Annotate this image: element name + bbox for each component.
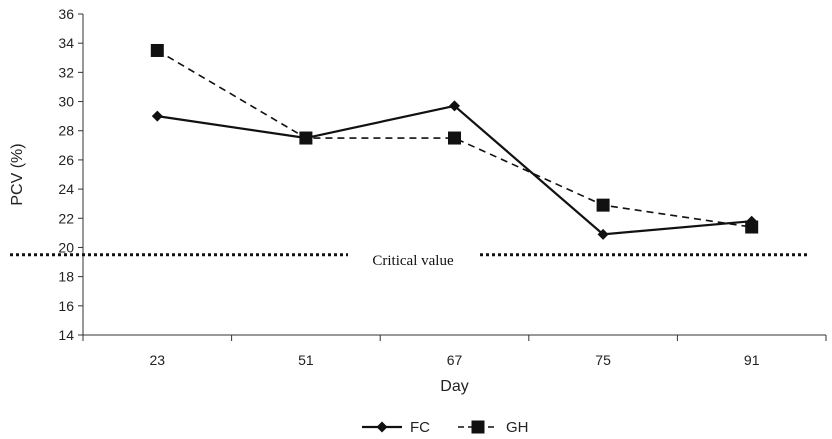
x-tick-label: 23	[150, 352, 166, 368]
x-axis-ticks: 23 51 67 75 91	[82, 335, 827, 368]
data-point-gh	[745, 220, 759, 234]
data-point-gh	[448, 131, 461, 145]
y-tick-label: 30	[58, 94, 74, 110]
legend-label-gh: GH	[506, 419, 529, 436]
series-fc	[151, 100, 758, 240]
y-tick-label: 16	[58, 298, 74, 314]
legend-marker-fc	[376, 421, 388, 433]
y-tick-label: 14	[58, 327, 74, 343]
y-tick-label: 20	[58, 239, 74, 255]
series-gh	[150, 43, 759, 234]
data-point-fc	[597, 228, 609, 240]
axes	[82, 14, 826, 336]
series-line-fc	[157, 104, 752, 236]
legend-marker-gh	[471, 420, 485, 434]
y-axis-ticks: 14 16 18 20 22 24 26 28 30 32 34 36	[58, 6, 83, 343]
y-tick-label: 18	[58, 269, 74, 285]
x-tick-label: 51	[298, 352, 314, 368]
series-layer	[150, 43, 759, 240]
y-tick-label: 32	[58, 64, 74, 80]
legend-label-fc: FC	[410, 419, 430, 436]
data-point-fc	[151, 110, 163, 122]
y-tick-label: 36	[58, 6, 74, 22]
x-tick-label: 75	[595, 352, 611, 368]
y-tick-label: 24	[58, 181, 74, 197]
data-point-fc	[449, 100, 460, 112]
x-tick-label: 67	[447, 352, 463, 368]
y-tick-label: 22	[58, 210, 74, 226]
data-point-gh	[299, 131, 313, 145]
critical-value-label: Critical value	[372, 253, 454, 269]
y-tick-label: 26	[58, 152, 74, 168]
y-tick-label: 28	[58, 123, 74, 139]
series-line-gh	[156, 49, 752, 228]
data-point-gh	[150, 43, 164, 57]
legend: FC GH	[362, 419, 529, 436]
y-tick-label: 34	[58, 35, 74, 51]
data-point-gh	[596, 198, 610, 212]
x-axis-title: Day	[440, 378, 468, 395]
x-tick-label: 91	[744, 352, 760, 368]
y-axis-title: PCV (%)	[9, 143, 26, 205]
